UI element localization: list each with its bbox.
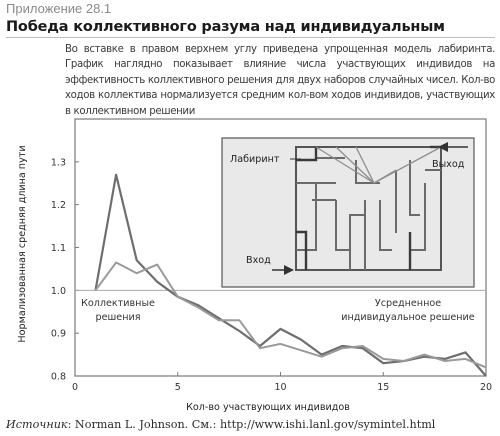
maze-inset: Лабиринт Выход Вход [221, 137, 475, 288]
source-label: Источник [6, 418, 68, 431]
maze-outline [295, 146, 442, 271]
exit-arrow-head [438, 142, 448, 152]
y-axis-ticks: 0.8 0.9 1.0 1.1 1.2 1.3 [51, 157, 79, 383]
labyrinth-label: Лабиринт [230, 154, 280, 165]
source-text: : Norman L. Johnson. См.: http://www.ish… [67, 418, 436, 431]
appendix-label: Приложение 28.1 [6, 1, 112, 16]
entrance-label: Вход [246, 255, 271, 266]
series-line-2 [94, 261, 487, 369]
annotation-individual-line1: Усредненное [375, 298, 441, 309]
y-tick-label: 1.1 [51, 243, 66, 254]
y-tick-label: 0.9 [51, 329, 66, 340]
annotation-collective-line2: решения [96, 312, 141, 323]
maze-walls [296, 157, 441, 270]
title-divider [6, 37, 495, 38]
y-axis-label: Нормализованная средняя длина пути [17, 145, 28, 342]
y-tick-label: 1.0 [51, 286, 66, 297]
series-group [94, 173, 487, 377]
entrance-arrow-head [284, 265, 294, 275]
x-tick-label: 5 [175, 382, 181, 393]
exit-label: Выход [432, 159, 465, 170]
x-tick-label: 15 [377, 382, 389, 393]
chart-title: Победа коллективного разума над индивиду… [6, 19, 445, 35]
source-note: Источник: Norman L. Johnson. См.: http:/… [6, 418, 435, 431]
x-tick-label: 20 [480, 382, 492, 393]
y-tick-label: 1.2 [51, 200, 66, 211]
x-tick-label: 0 [72, 382, 78, 393]
x-tick-label: 10 [274, 382, 286, 393]
x-axis-label: Кол-во участвующих индивидов [186, 402, 350, 413]
series-line-1 [94, 173, 487, 377]
annotation-collective-line1: Коллективные [81, 298, 155, 309]
y-tick-label: 0.8 [51, 372, 66, 383]
maze-solution-path [296, 145, 441, 270]
y-tick-label: 1.3 [51, 157, 66, 168]
annotation-individual-line2: индивидуальное решение [341, 312, 475, 323]
chart-description: Во вставке в правом верхнем углу приведе… [65, 44, 495, 117]
maze-diagonals [315, 146, 442, 184]
inset-frame [221, 137, 475, 288]
x-axis-ticks: 0 5 10 15 20 [72, 372, 492, 393]
